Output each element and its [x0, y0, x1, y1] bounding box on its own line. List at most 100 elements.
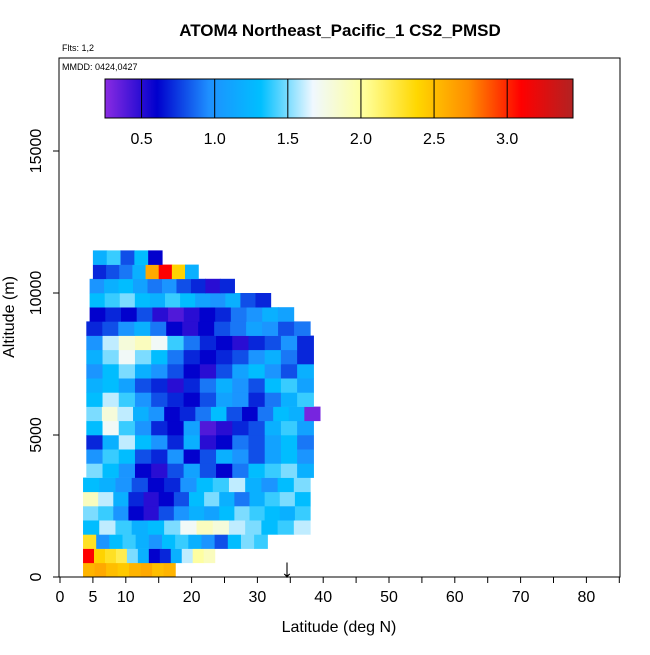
- heatmap-cell: [83, 477, 100, 493]
- heatmap-cell: [83, 520, 100, 535]
- heatmap-cell: [216, 420, 233, 436]
- heatmap-cell: [98, 491, 114, 507]
- heatmap-cell: [131, 520, 149, 535]
- colorbar-tick-label: 1.5: [277, 131, 299, 148]
- heatmap-cell: [180, 477, 198, 493]
- heatmap-cell: [151, 335, 168, 351]
- heatmap-cell: [245, 477, 262, 493]
- x-tick-label: 30: [249, 589, 267, 606]
- heatmap-cell: [171, 264, 186, 280]
- heatmap-cell: [188, 534, 203, 549]
- heatmap-cell: [212, 477, 230, 493]
- heatmap-cell: [248, 463, 266, 478]
- heatmap-cell: [183, 420, 201, 436]
- heatmap-cell: [175, 534, 189, 549]
- heatmap-cell: [216, 364, 233, 379]
- heatmap-cell: [83, 506, 99, 521]
- heatmap-cell: [120, 250, 135, 265]
- heatmap-cell: [277, 520, 295, 535]
- heatmap-cell: [86, 449, 104, 464]
- heatmap-cell: [192, 548, 205, 564]
- heatmap-cell: [118, 420, 136, 436]
- heatmap-cell: [147, 477, 165, 493]
- colorbar-tick-label: 3.0: [496, 131, 518, 148]
- heatmap-cell: [170, 548, 183, 564]
- heatmap-cell: [86, 378, 104, 393]
- heatmap-cell: [109, 534, 124, 549]
- heatmap-cell: [167, 378, 185, 393]
- heatmap-cell: [134, 349, 152, 365]
- heatmap-cell: [164, 520, 181, 535]
- chart-title: ATOM4 Northeast_Pacific_1 CS2_PMSD: [179, 21, 501, 40]
- heatmap-cell: [248, 435, 266, 450]
- heatmap-cell: [199, 307, 216, 322]
- heatmap-cell: [102, 463, 120, 478]
- heatmap-cell: [277, 477, 295, 493]
- heatmap-cell: [264, 435, 282, 450]
- heatmap-cell: [113, 506, 130, 521]
- heatmap-cell: [119, 264, 133, 280]
- heatmap-cell: [232, 435, 250, 450]
- heatmap-cell: [134, 378, 152, 393]
- heatmap-cell: [148, 534, 163, 549]
- heatmap-cell: [199, 463, 217, 478]
- y-axis: 0 5000 10000 15000: [28, 129, 59, 581]
- heatmap-cell: [147, 278, 163, 294]
- heatmap-cell: [199, 378, 217, 393]
- heatmap-cell: [134, 435, 152, 450]
- heatmap-cell: [257, 406, 274, 422]
- heatmap-cell: [297, 378, 314, 393]
- heatmap-cell: [102, 435, 120, 450]
- heatmap-cell: [83, 562, 96, 578]
- heatmap-cell: [134, 250, 149, 265]
- heatmap-cell: [133, 406, 150, 422]
- heatmap-cell: [264, 349, 282, 365]
- heatmap-cell: [183, 364, 201, 379]
- heatmap-cell: [216, 435, 233, 450]
- heatmap-cell: [161, 278, 178, 294]
- heatmap-cell: [104, 278, 120, 294]
- heatmap-cell: [294, 506, 311, 521]
- heatmap-cell: [89, 278, 105, 294]
- heatmap-cell: [176, 278, 192, 294]
- heatmap-cell: [101, 406, 119, 422]
- heatmap-cell: [118, 321, 135, 336]
- heatmap-cell: [261, 520, 279, 535]
- heatmap-cell: [242, 406, 259, 422]
- heatmap-cell: [248, 349, 266, 365]
- heatmap-cell: [147, 520, 165, 535]
- heatmap-cell: [262, 307, 279, 322]
- heatmap-cell: [158, 264, 173, 280]
- heatmap-cell: [216, 349, 233, 365]
- heatmap-cell: [158, 506, 175, 521]
- heatmap-cell: [151, 420, 168, 436]
- colorbar-tick-label: 1.0: [204, 131, 226, 148]
- heatmap-cell: [227, 534, 242, 549]
- heatmap-cell: [183, 307, 201, 322]
- heatmap-cell: [280, 335, 298, 351]
- x-tick-label: 20: [183, 589, 201, 606]
- dates-annotation: MMDD: 0424,0427: [62, 62, 138, 72]
- heatmap-cell: [297, 364, 314, 379]
- heatmap-cell: [255, 293, 272, 308]
- heatmap-cell: [119, 293, 136, 308]
- heatmap-cell: [168, 307, 185, 322]
- heatmap-cell: [232, 364, 250, 379]
- heatmap-cell: [136, 307, 153, 322]
- heatmap-cell: [228, 520, 246, 535]
- heatmap-cell: [228, 477, 246, 493]
- heatmap-cell: [118, 449, 136, 464]
- heatmap-cell: [102, 449, 120, 464]
- heatmap-cell: [167, 435, 185, 450]
- heatmap-cell: [199, 364, 217, 379]
- heatmap-cell: [264, 449, 282, 464]
- heatmap-cell: [273, 406, 290, 422]
- colorbar: [104, 78, 574, 119]
- heatmap-cell: [152, 562, 165, 578]
- heatmap-cell: [280, 449, 298, 464]
- heatmap-cell: [183, 378, 201, 393]
- heatmap-cell: [115, 548, 128, 564]
- heatmap-cell: [246, 307, 263, 322]
- heatmap-cell: [106, 264, 120, 280]
- heatmap-cell: [104, 548, 117, 564]
